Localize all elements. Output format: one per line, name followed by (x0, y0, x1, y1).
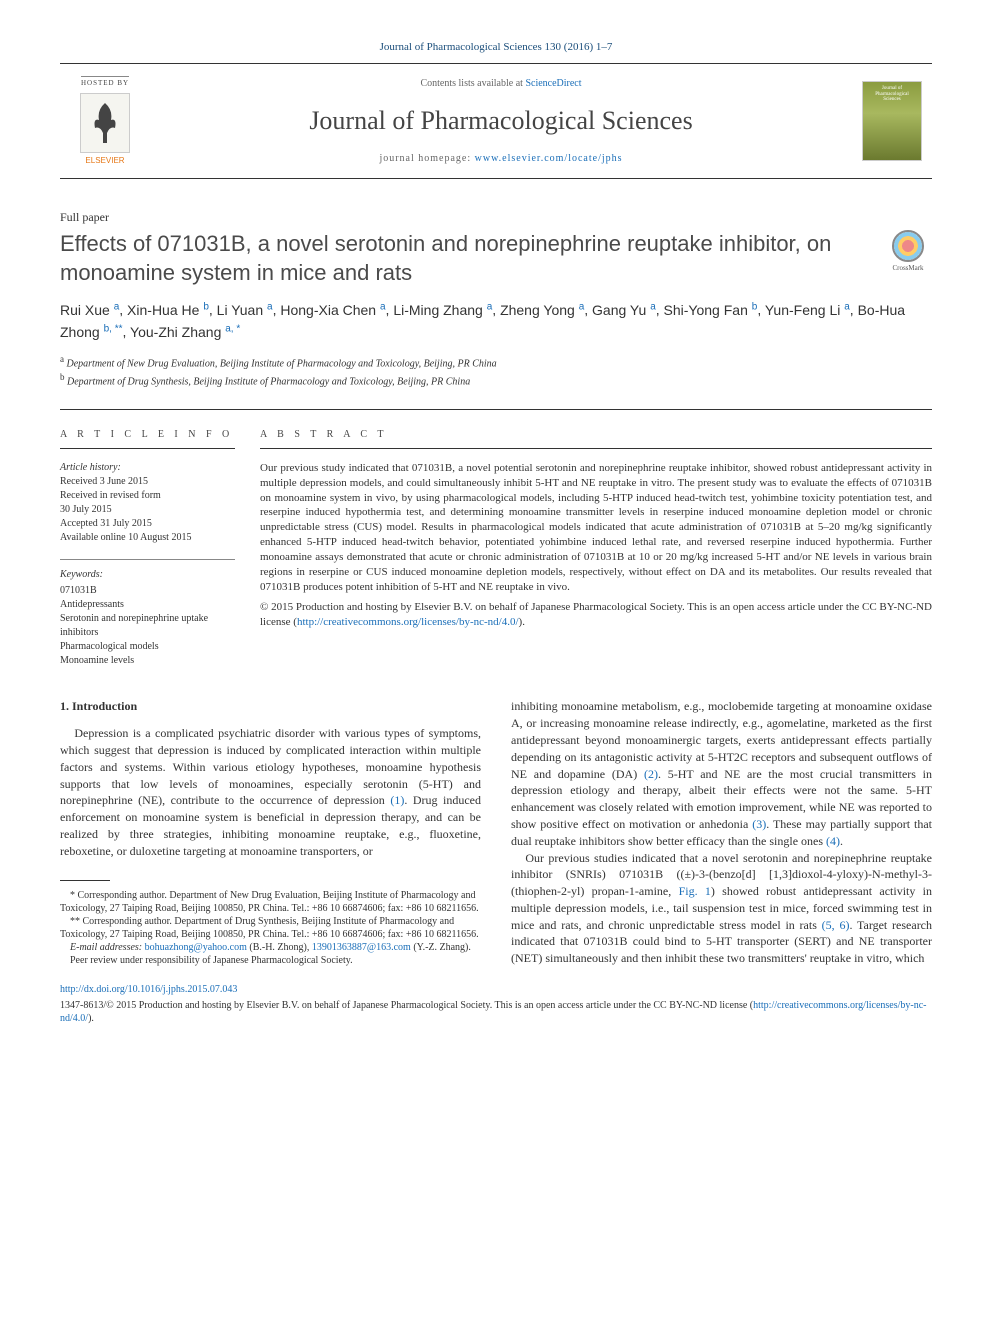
author: Xin-Hua He b (127, 302, 209, 318)
keywords-label: Keywords: (60, 568, 235, 582)
ref-4-link[interactable]: (4) (826, 834, 840, 848)
cover-thumb-text: Journal of Pharmacological Sciences (867, 86, 917, 103)
ref-5-6-link[interactable]: (5, 6) (822, 918, 850, 932)
history-label: Article history: (60, 461, 235, 475)
license-link[interactable]: http://creativecommons.org/licenses/by-n… (297, 616, 519, 628)
crossmark-badge[interactable]: CrossMark (884, 230, 932, 274)
footnote-divider (60, 880, 110, 881)
history-line: Received 3 June 2015 (60, 475, 235, 489)
history-line: Available online 10 August 2015 (60, 531, 235, 545)
publisher-logo: HOSTED BY ELSEVIER (70, 76, 140, 166)
ref-3-link[interactable]: (3) (752, 817, 766, 831)
hosted-by-label: HOSTED BY (81, 76, 129, 89)
abstract-copyright: © 2015 Production and hosting by Elsevie… (260, 600, 932, 630)
abstract-heading: A B S T R A C T (260, 428, 932, 449)
article-info-heading: A R T I C L E I N F O (60, 428, 235, 449)
journal-header: HOSTED BY ELSEVIER Contents lists availa… (60, 63, 932, 179)
author: You-Zhi Zhang a, * (130, 324, 240, 340)
journal-cover-thumb: Journal of Pharmacological Sciences (862, 81, 922, 161)
keyword: Antidepressants (60, 598, 235, 612)
elsevier-tree-icon (80, 93, 130, 153)
keyword: 071031B (60, 584, 235, 598)
intro-para-2: Our previous studies indicated that a no… (511, 850, 932, 968)
footnote-peer-review: Peer review under responsibility of Japa… (60, 954, 481, 967)
keyword: Monoamine levels (60, 654, 235, 668)
author: Hong-Xia Chen a (280, 302, 385, 318)
keyword: Pharmacological models (60, 640, 235, 654)
history-line: Accepted 31 July 2015 (60, 517, 235, 531)
abstract: A B S T R A C T Our previous study indic… (260, 428, 932, 668)
author: Li Yuan a (217, 302, 273, 318)
footnote-corr2: ** Corresponding author. Department of D… (60, 915, 481, 941)
affiliation-a: Department of New Drug Evaluation, Beiji… (67, 358, 497, 369)
homepage-link[interactable]: www.elsevier.com/locate/jphs (475, 153, 623, 164)
keyword: Serotonin and norepinephrine uptake inhi… (60, 612, 235, 640)
sciencedirect-link[interactable]: ScienceDirect (525, 78, 581, 89)
authors-list: Rui Xue a, Xin-Hua He b, Li Yuan a, Hong… (60, 299, 932, 342)
author: Yun-Feng Li a (765, 302, 850, 318)
intro-para-1-cont: inhibiting monoamine metabolism, e.g., m… (511, 698, 932, 849)
author: Li-Ming Zhang a (393, 302, 492, 318)
journal-name: Journal of Pharmacological Sciences (160, 103, 842, 139)
homepage-prefix: journal homepage: (379, 153, 474, 164)
doi-link[interactable]: http://dx.doi.org/10.1016/j.jphs.2015.07… (60, 983, 932, 997)
article-info-sidebar: A R T I C L E I N F O Article history: R… (60, 428, 260, 668)
fig-1-link[interactable]: Fig. 1 (679, 884, 711, 898)
footnote-corr1: * Corresponding author. Department of Ne… (60, 889, 481, 915)
ref-2-link[interactable]: (2) (644, 767, 658, 781)
affiliations: a Department of New Drug Evaluation, Bei… (60, 353, 932, 390)
elsevier-label: ELSEVIER (85, 155, 124, 166)
bottom-copyright: 1347-8613/© 2015 Production and hosting … (60, 999, 932, 1025)
footnote-emails: E-mail addresses: bohuazhong@yahoo.com (… (60, 941, 481, 954)
crossmark-label: CrossMark (884, 264, 932, 274)
contents-line: Contents lists available at ScienceDirec… (160, 77, 842, 91)
email-2-link[interactable]: 13901363887@163.com (312, 942, 411, 953)
abstract-text: Our previous study indicated that 071031… (260, 461, 932, 595)
copyright-close: ). (519, 616, 525, 628)
article-type: Full paper (60, 209, 932, 226)
history-line: 30 July 2015 (60, 503, 235, 517)
author: Shi-Yong Fan b (664, 302, 758, 318)
column-right: inhibiting monoamine metabolism, e.g., m… (511, 698, 932, 967)
section-1-heading: 1. Introduction (60, 698, 481, 715)
author: Zheng Yong a (500, 302, 584, 318)
body-text: 1. Introduction Depression is a complica… (60, 698, 932, 967)
history-line: Received in revised form (60, 489, 235, 503)
author: Rui Xue a (60, 302, 119, 318)
citation-header: Journal of Pharmacological Sciences 130 … (60, 40, 932, 55)
contents-prefix: Contents lists available at (420, 78, 525, 89)
affiliation-b: Department of Drug Synthesis, Beijing In… (67, 376, 470, 387)
column-left: 1. Introduction Depression is a complica… (60, 698, 481, 967)
crossmark-icon (892, 230, 924, 262)
homepage-line: journal homepage: www.elsevier.com/locat… (160, 152, 842, 166)
article-title: Effects of 071031B, a novel serotonin an… (60, 230, 884, 287)
intro-para-1: Depression is a complicated psychiatric … (60, 725, 481, 859)
email-1-link[interactable]: bohuazhong@yahoo.com (145, 942, 247, 953)
ref-1-link[interactable]: (1) (390, 793, 404, 807)
author: Gang Yu a (592, 302, 656, 318)
